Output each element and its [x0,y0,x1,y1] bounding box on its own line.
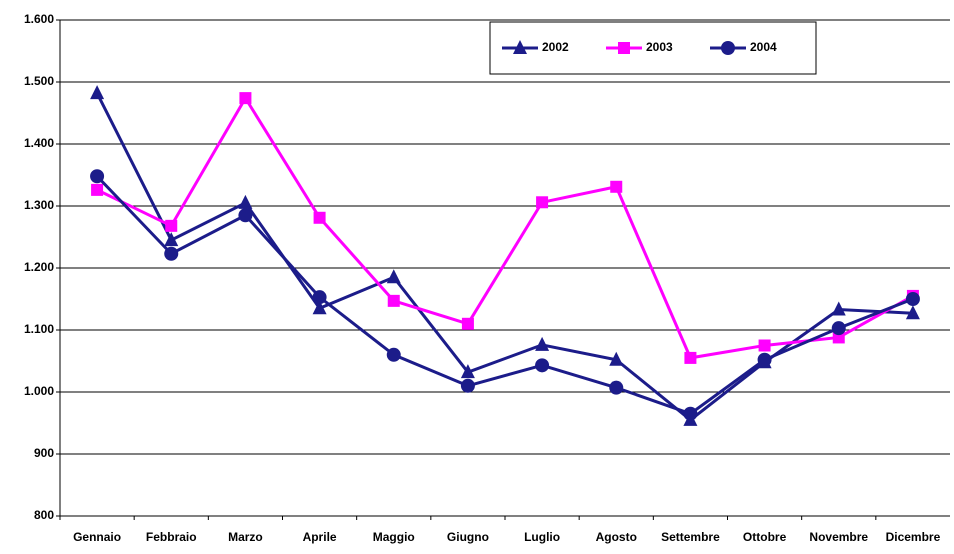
x-tick-label: Giugno [447,530,489,544]
marker [535,358,550,373]
marker [905,305,920,320]
marker [683,406,698,421]
marker [387,294,400,307]
marker [758,339,771,352]
marker [618,42,630,54]
y-tick-label: 1.100 [24,322,54,336]
marker [831,301,846,316]
legend-box [489,21,817,75]
y-tick-label: 1.400 [24,136,54,150]
legend-label: 2003 [646,40,673,54]
marker [239,92,252,105]
marker [386,269,401,284]
x-tick-label: Luglio [524,530,560,544]
legend-label: 2004 [750,40,777,54]
legend-label: 2002 [542,40,569,54]
marker [313,211,326,224]
x-tick-label: Novembre [809,530,868,544]
marker [610,180,623,193]
marker [312,300,327,315]
y-tick-label: 1.600 [24,12,54,26]
marker [905,292,920,306]
x-tick-label: Ottobre [743,530,787,544]
marker [91,183,104,196]
marker [831,321,846,336]
x-tick-label: Maggio [373,530,415,544]
marker [164,246,179,261]
marker [536,196,549,209]
marker [90,85,105,100]
marker [312,290,327,305]
marker [165,219,178,232]
marker [238,208,253,223]
y-tick-label: 1.200 [24,260,54,274]
x-tick-label: Febbraio [146,530,197,544]
marker [757,352,772,367]
marker [90,169,105,184]
marker [164,232,179,247]
series-line [95,175,914,416]
x-tick-label: Aprile [303,530,337,544]
marker [238,194,253,209]
series-line [96,95,914,360]
marker [609,351,624,366]
y-tick-label: 800 [34,508,54,522]
marker [386,347,401,362]
x-tick-label: Marzo [228,530,263,544]
y-tick-label: 1.300 [24,198,54,212]
y-tick-label: 1.500 [24,74,54,88]
marker [460,364,475,379]
x-tick-label: Dicembre [886,530,941,544]
marker [535,336,550,351]
x-tick-label: Settembre [661,530,720,544]
y-tick-label: 900 [34,446,54,460]
x-tick-label: Agosto [596,530,637,544]
marker [684,351,697,364]
marker [513,40,527,54]
x-tick-label: Gennaio [73,530,121,544]
marker [461,317,474,330]
marker [721,41,735,55]
y-tick-label: 1.000 [24,384,54,398]
marker [609,380,624,395]
marker [460,378,475,393]
